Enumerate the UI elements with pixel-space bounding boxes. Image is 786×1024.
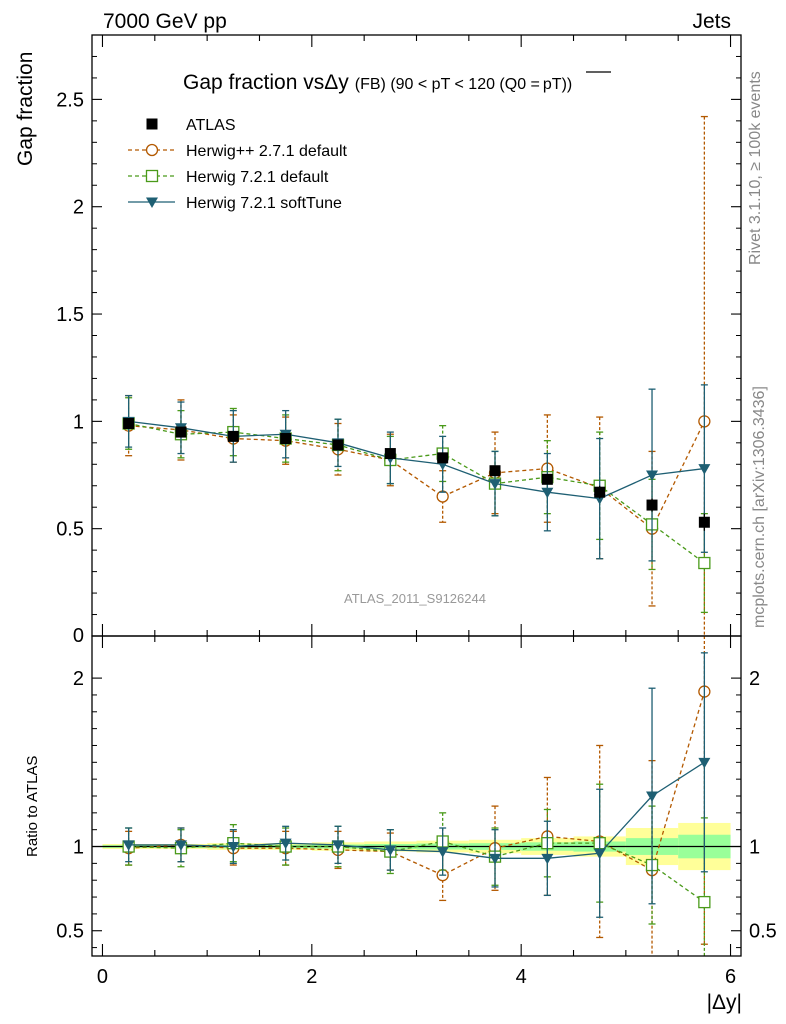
main-point-triangle	[541, 487, 554, 499]
main-axes: 0.5 1 1.5 2 2.5 0	[56, 35, 741, 647]
main-point-data	[594, 486, 606, 498]
ratio-y-tick-label: 1	[73, 837, 84, 859]
x-tick-label: 4	[516, 966, 527, 988]
ratio-point-triangle	[174, 840, 187, 851]
title-pt: pT	[543, 76, 562, 93]
main-line-square	[128, 422, 705, 564]
main-panel-content	[122, 115, 711, 636]
legend: ATLAS Herwig++ 2.7.1 default Herwig 7.2.1 …	[128, 117, 348, 212]
main-point-data	[123, 418, 135, 430]
ratio-y-tick-label-right: 2	[749, 668, 760, 690]
main-point-data	[698, 516, 710, 528]
title-symbol: Δy	[324, 71, 349, 94]
header-process: Jets	[692, 10, 731, 33]
main-point-data	[437, 452, 449, 464]
mcplots-label: mcplots.cern.ch [arXiv:1306.3436]	[751, 386, 768, 628]
ratio-point-triangle	[489, 853, 502, 865]
plot-title: Gap fraction vsΔy (FB) (90 < pT < 120 (Q0…	[183, 71, 572, 94]
legend-marker-square	[145, 169, 159, 183]
main-series-data	[123, 418, 710, 531]
x-tick-label: 6	[725, 966, 736, 988]
ratio-point-square	[698, 895, 711, 909]
ratio-point-triangle	[646, 791, 659, 802]
ratio-y-tick-label-right: 0.5	[749, 921, 777, 943]
analysis-watermark: ATLAS_2011_S9126244	[344, 591, 486, 606]
main-point-data	[332, 439, 344, 451]
ratio-panel-content	[92, 636, 741, 956]
ratio-point-triangle	[331, 840, 344, 851]
main-y-tick-label: 0.5	[56, 519, 84, 541]
legend-label-triangle: Herwig 7.2.1 softTune	[186, 195, 342, 212]
main-y-axis-label: Gap fraction	[14, 52, 37, 166]
main-point-data	[384, 448, 396, 460]
x-axis-label: |Δy|	[707, 991, 742, 1014]
main-y-tick-label: 1	[73, 411, 84, 433]
ratio-line-triangle	[128, 761, 705, 859]
title-detail: (FB) (90 < pT < 120 (Q0 =	[355, 76, 540, 93]
ratio-point-triangle	[384, 845, 397, 856]
rivet-label: Rivet 3.1.10, ≥ 100k events	[747, 71, 764, 265]
ratio-series-circle	[122, 636, 711, 956]
main-point-triangle	[646, 470, 659, 482]
legend-label-square: Herwig 7.2.1 default	[186, 169, 329, 186]
main-series-triangle	[122, 384, 711, 562]
main-point-data	[227, 430, 239, 442]
ratio-point-triangle	[122, 840, 135, 851]
ratio-axes: 0.5 0.5 1 1 2 2 0 2 4 6	[56, 636, 777, 988]
ratio-point-triangle	[698, 757, 711, 769]
ratio-series-triangle	[122, 652, 711, 918]
ratio-point-triangle	[593, 848, 606, 860]
title-main: Gap fraction vs	[183, 71, 324, 94]
main-y-tick-label: 2.5	[56, 89, 84, 111]
ratio-point-triangle	[436, 847, 449, 858]
ratio-point-triangle	[227, 842, 240, 853]
legend-label-circle: Herwig++ 2.7.1 default	[186, 143, 348, 160]
ratio-y-axis-label: Ratio to ATLAS	[24, 756, 41, 857]
main-y-tick-label-zero: 0	[73, 625, 84, 647]
ratio-y-tick-label-right: 1	[749, 837, 760, 859]
main-point-data	[280, 433, 292, 445]
main-point-square	[698, 556, 711, 570]
header-energy: 7000 GeV pp	[103, 10, 227, 33]
ratio-y-tick-label: 0.5	[56, 921, 84, 943]
x-tick-label: 0	[97, 966, 108, 988]
ratio-line-circle	[128, 691, 705, 876]
main-point-data	[489, 465, 501, 477]
x-tick-label: 2	[306, 966, 317, 988]
main-point-data	[175, 426, 187, 438]
main-point-triangle	[489, 479, 502, 490]
main-point-data	[646, 499, 658, 511]
legend-label-data: ATLAS	[186, 117, 236, 134]
legend-marker-triangle	[146, 197, 158, 208]
main-point-data	[541, 473, 553, 485]
main-line-triangle	[128, 420, 705, 500]
ratio-point-triangle	[279, 838, 292, 850]
ratio-series-square	[122, 783, 711, 956]
ratio-panel-frame	[91, 635, 742, 957]
legend-marker-data	[146, 118, 158, 130]
legend-marker-circle	[145, 143, 159, 157]
title-end: ))	[562, 76, 573, 93]
main-y-tick-label: 2	[73, 197, 84, 219]
main-point-triangle	[698, 464, 711, 475]
main-line-circle	[128, 421, 705, 530]
main-y-tick-label: 1.5	[56, 304, 84, 326]
ratio-line-square	[128, 840, 705, 903]
ratio-y-tick-label: 2	[73, 668, 84, 690]
ratio-point-triangle	[541, 853, 554, 865]
